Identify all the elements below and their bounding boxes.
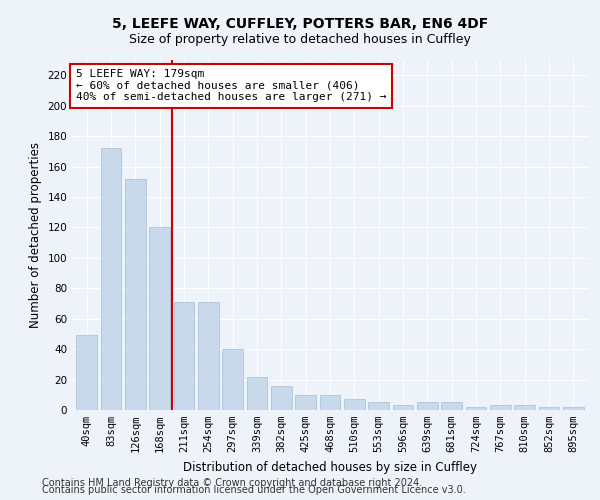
Text: 5 LEEFE WAY: 179sqm
← 60% of detached houses are smaller (406)
40% of semi-detac: 5 LEEFE WAY: 179sqm ← 60% of detached ho…	[76, 69, 386, 102]
Bar	[490, 406, 511, 410]
Bar	[442, 402, 462, 410]
Bar	[198, 302, 218, 410]
Text: 5, LEEFE WAY, CUFFLEY, POTTERS BAR, EN6 4DF: 5, LEEFE WAY, CUFFLEY, POTTERS BAR, EN6 …	[112, 18, 488, 32]
Bar	[76, 336, 97, 410]
Bar	[222, 349, 243, 410]
Bar	[173, 302, 194, 410]
Text: Contains HM Land Registry data © Crown copyright and database right 2024.: Contains HM Land Registry data © Crown c…	[42, 478, 422, 488]
Bar	[563, 407, 584, 410]
Bar	[392, 406, 413, 410]
Text: Contains public sector information licensed under the Open Government Licence v3: Contains public sector information licen…	[42, 485, 466, 495]
Y-axis label: Number of detached properties: Number of detached properties	[29, 142, 42, 328]
Bar	[368, 402, 389, 410]
Bar	[125, 178, 146, 410]
Bar	[247, 376, 268, 410]
Bar	[344, 400, 365, 410]
Bar	[320, 395, 340, 410]
Bar	[101, 148, 121, 410]
Bar	[514, 406, 535, 410]
X-axis label: Distribution of detached houses by size in Cuffley: Distribution of detached houses by size …	[183, 460, 477, 473]
Bar	[539, 407, 559, 410]
Text: Size of property relative to detached houses in Cuffley: Size of property relative to detached ho…	[129, 32, 471, 46]
Bar	[417, 402, 438, 410]
Bar	[149, 228, 170, 410]
Bar	[295, 395, 316, 410]
Bar	[466, 407, 487, 410]
Bar	[271, 386, 292, 410]
